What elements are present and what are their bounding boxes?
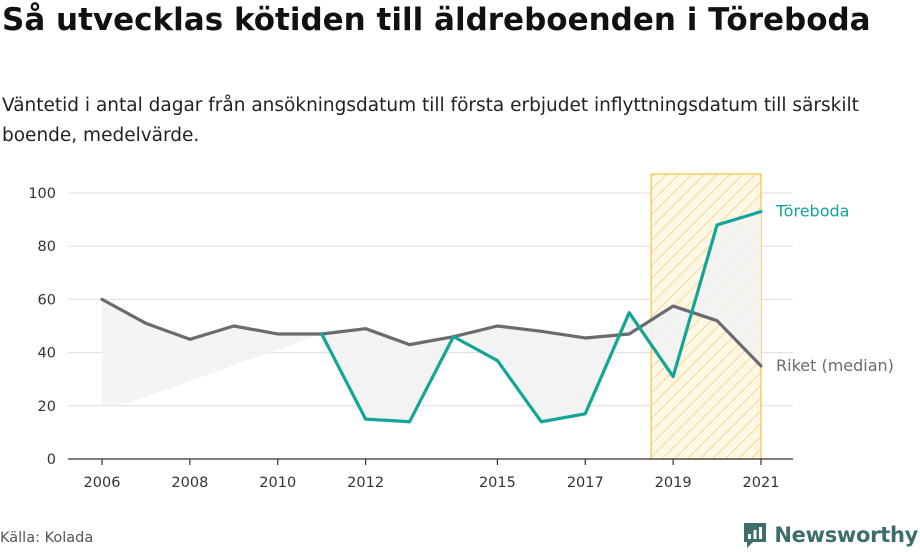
- difference-fill-early: [102, 299, 322, 405]
- series-label: Riket (median): [776, 356, 894, 375]
- x-axis: 2006 2008 2010 2012 2015 2017 2019 2021: [68, 458, 793, 491]
- x-tick-label: 2012: [347, 475, 384, 491]
- x-tick-label: 2008: [171, 475, 208, 491]
- y-tick-label: 0: [47, 452, 56, 468]
- series-label: Töreboda: [775, 202, 849, 221]
- series-lines: [100, 210, 763, 424]
- series-line: [100, 297, 763, 368]
- newsworthy-logo-icon: [744, 523, 767, 548]
- difference-fill-area: [321, 211, 761, 422]
- y-tick-label: 20: [38, 399, 56, 415]
- brand-logo: Newsworthy: [742, 520, 918, 550]
- difference-fill: [102, 211, 761, 422]
- y-tick-label: 80: [38, 239, 56, 255]
- y-tick-label: 60: [38, 292, 56, 308]
- chart-title: Så utvecklas kötiden till äldreboenden i…: [2, 2, 871, 38]
- brand-name: Newsworthy: [774, 523, 918, 547]
- x-tick-label: 2021: [743, 475, 780, 491]
- y-tick-label: 100: [28, 186, 56, 202]
- x-tick-label: 2019: [655, 475, 692, 491]
- y-tick-label: 40: [38, 346, 56, 362]
- x-tick-label: 2010: [259, 475, 296, 491]
- source-note: Källa: Kolada: [0, 530, 94, 546]
- series-labels: Töreboda Riket (median): [775, 202, 894, 375]
- x-tick-label: 2017: [567, 475, 604, 491]
- chart-subtitle: Väntetid i antal dagar från ansökningsda…: [2, 95, 859, 146]
- x-tick-label: 2015: [479, 475, 516, 491]
- series-line: [320, 210, 763, 424]
- x-tick-label: 2006: [84, 475, 121, 491]
